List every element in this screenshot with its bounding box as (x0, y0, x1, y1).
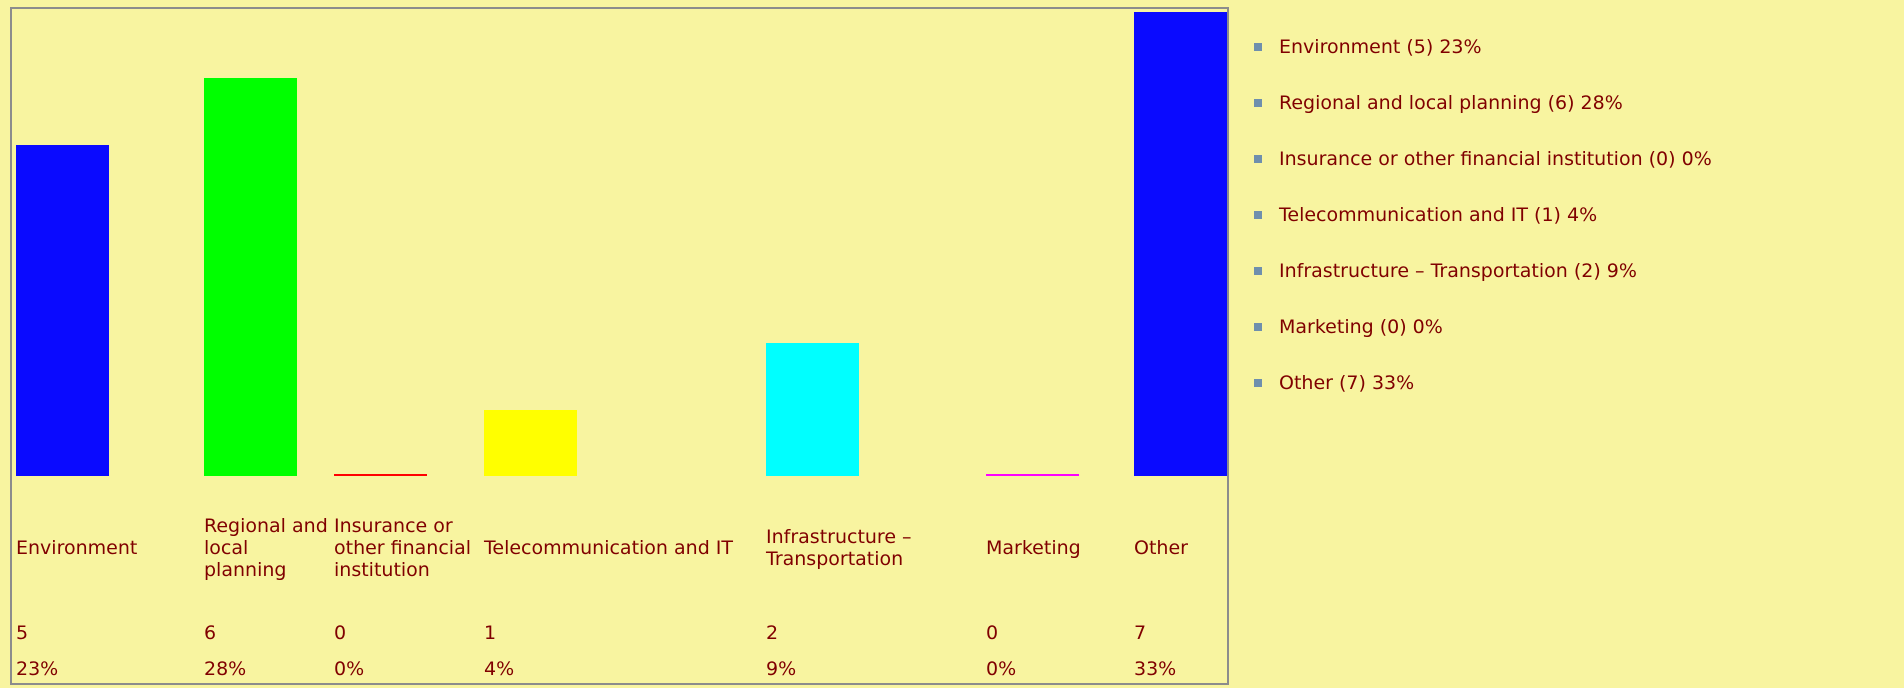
legend-text: Infrastructure – Transportation (2) 9% (1279, 260, 1637, 282)
legend-text: Environment (5) 23% (1279, 36, 1482, 58)
bar (1134, 12, 1227, 476)
category-label: Infrastructure – Transportation (766, 526, 912, 570)
category-label: Regional and local planning (204, 515, 328, 581)
count-label: 0 (334, 622, 347, 644)
count-label: 1 (484, 622, 497, 644)
percent-label: 0% (986, 658, 1017, 680)
bar (204, 78, 297, 476)
percent-label: 0% (334, 658, 365, 680)
bar (766, 343, 859, 476)
legend-item: Infrastructure – Transportation (2) 9% (1254, 250, 1894, 292)
legend-bullet (1254, 155, 1262, 163)
legend-item: Insurance or other financial institution… (1254, 138, 1894, 180)
bar (986, 474, 1079, 476)
count-label: 2 (766, 622, 779, 644)
bar (484, 409, 577, 476)
legend-text: Insurance or other financial institution… (1279, 148, 1712, 170)
legend-item: Environment (5) 23% (1254, 26, 1894, 68)
legend-bullet (1254, 379, 1262, 387)
count-label: 7 (1134, 622, 1147, 644)
percent-label: 33% (1134, 658, 1177, 680)
legend-bullet (1254, 323, 1262, 331)
legend-item: Other (7) 33% (1254, 362, 1894, 404)
category-label: Telecommunication and IT (484, 537, 734, 559)
legend-text: Regional and local planning (6) 28% (1279, 92, 1623, 114)
bar (334, 474, 427, 476)
category-label: Insurance or other financial institution (334, 515, 471, 581)
legend-item: Marketing (0) 0% (1254, 306, 1894, 348)
legend-bullet (1254, 43, 1262, 51)
percent-label: 9% (766, 658, 797, 680)
legend-item: Telecommunication and IT (1) 4% (1254, 194, 1894, 236)
percent-label: 4% (484, 658, 515, 680)
legend-text: Marketing (0) 0% (1279, 316, 1443, 338)
percent-label: 28% (204, 658, 247, 680)
legend-text: Other (7) 33% (1279, 372, 1415, 394)
legend: Environment (5) 23% Regional and local pl… (1254, 26, 1894, 418)
percent-label: 23% (16, 658, 59, 680)
category-label: Other (1134, 537, 1188, 559)
legend-bullet (1254, 267, 1262, 275)
category-label: Marketing (986, 537, 1081, 559)
legend-bullet (1254, 211, 1262, 219)
legend-item: Regional and local planning (6) 28% (1254, 82, 1894, 124)
count-label: 6 (204, 622, 217, 644)
legend-text: Telecommunication and IT (1) 4% (1279, 204, 1598, 226)
legend-bullet (1254, 99, 1262, 107)
chart-frame (10, 7, 1229, 685)
count-label: 0 (986, 622, 999, 644)
count-label: 5 (16, 622, 29, 644)
category-label: Environment (16, 537, 138, 559)
bar (16, 144, 109, 476)
